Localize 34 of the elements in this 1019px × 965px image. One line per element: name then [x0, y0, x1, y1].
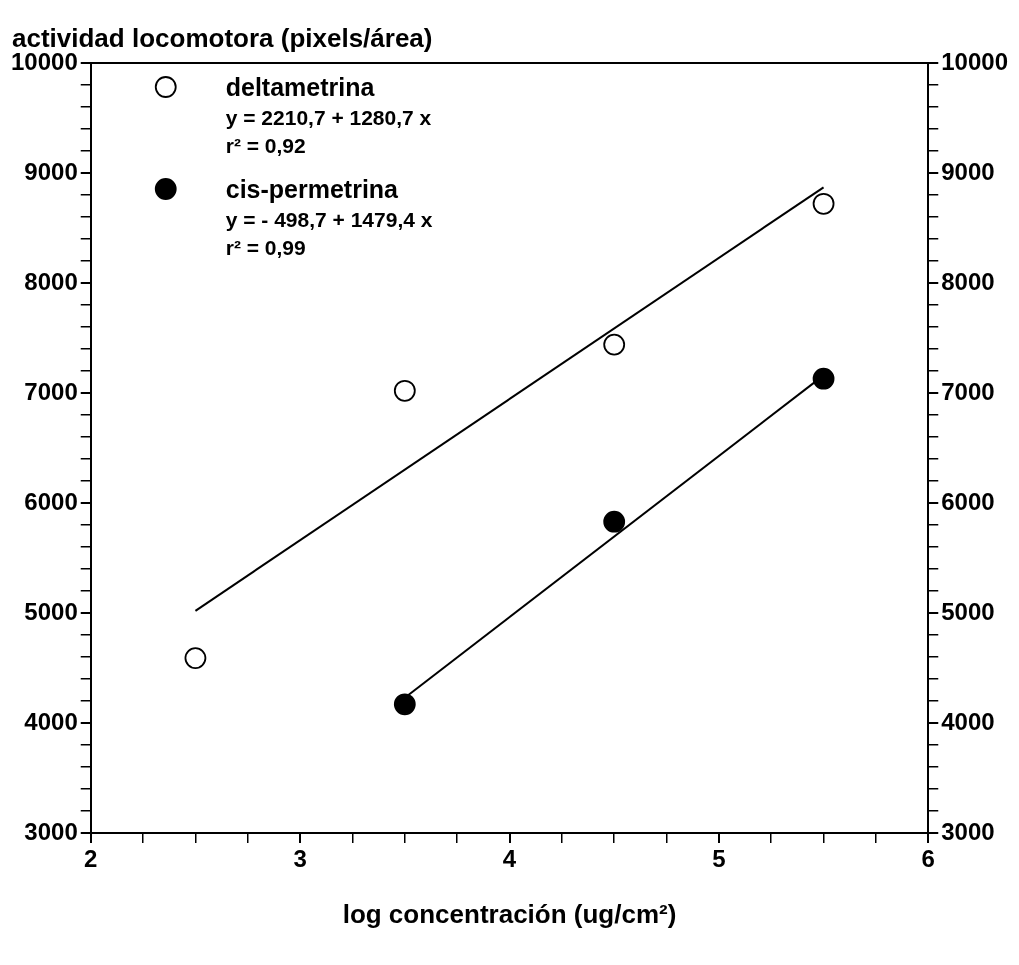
y2-tick-label: 7000	[941, 377, 995, 405]
y2-tick-label: 8000	[941, 267, 995, 295]
y-tick-label: 9000	[24, 157, 78, 185]
annotation: r² = 0,99	[225, 235, 306, 259]
y-tick-label: 5000	[24, 597, 78, 625]
annotation: r² = 0,92	[225, 133, 306, 157]
legend-label: cis-permetrina	[225, 174, 400, 203]
y-tick-label: 4000	[24, 707, 78, 735]
y-tick-label: 7000	[24, 377, 78, 405]
y2-tick-label: 5000	[941, 597, 995, 625]
point	[603, 333, 626, 356]
point	[812, 192, 835, 215]
x-tick-label: 6	[921, 845, 935, 873]
point	[184, 647, 207, 669]
y2-tick-label: 4000	[941, 707, 995, 735]
x-tick-label: 2	[84, 845, 98, 873]
x-axis-title: log concentración (ug/cm²)	[342, 898, 677, 929]
y-tick-label: 8000	[24, 267, 78, 295]
annotation: y = 2210,7 + 1280,7 x	[225, 105, 432, 129]
point	[393, 693, 416, 716]
legend-label: deltametrina	[225, 72, 376, 101]
y-tick-label: 3000	[24, 817, 78, 845]
point	[603, 510, 626, 533]
y-tick-label: 6000	[24, 487, 78, 515]
point	[812, 367, 835, 390]
x-tick-label: 3	[293, 845, 307, 873]
y2-tick-label: 10000	[941, 47, 1009, 75]
x-tick-label: 5	[712, 845, 726, 873]
point	[393, 379, 416, 402]
y2-tick-label: 9000	[941, 157, 995, 185]
annotation: y = - 498,7 + 1479,4 x	[225, 207, 433, 231]
y2-tick-label: 3000	[941, 817, 995, 845]
x-tick-label: 4	[502, 845, 517, 873]
y2-tick-label: 6000	[941, 487, 995, 515]
